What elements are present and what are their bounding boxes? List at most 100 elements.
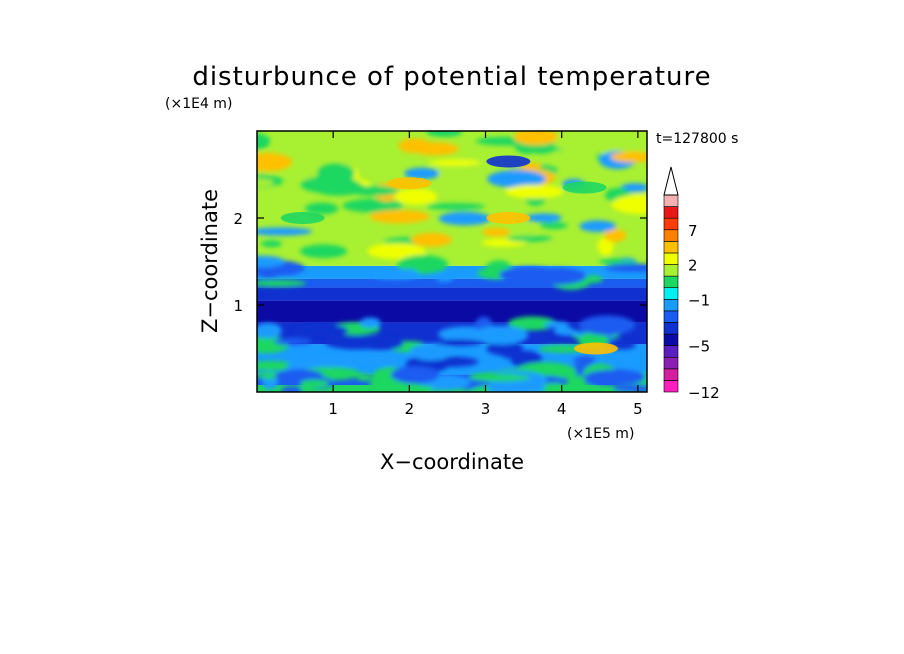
plot-frame <box>256 130 648 393</box>
field-patch-85 <box>257 279 307 287</box>
field-patch-9 <box>425 203 486 210</box>
field-patch-155 <box>555 383 599 392</box>
field-patch-34 <box>603 228 627 242</box>
y-tick-label-0: 1 <box>233 297 243 315</box>
field-patch-37 <box>428 159 481 166</box>
field-patch-65 <box>506 235 553 242</box>
field-feature-1 <box>486 212 531 224</box>
field-patch-87 <box>257 255 285 268</box>
colorbar-swatch-9 <box>663 275 679 289</box>
x-unit-label: (×1E5 m) <box>567 426 634 442</box>
field-patch-14 <box>436 163 472 180</box>
colorbar-swatch-5 <box>663 322 679 335</box>
field-patch-67 <box>513 131 558 146</box>
x-tick-label-1: 2 <box>405 400 415 418</box>
colorbar-swatch-11 <box>663 252 679 265</box>
field-feature-2 <box>486 155 531 168</box>
field-patch-46 <box>257 227 313 236</box>
field-patch-163 <box>372 381 397 392</box>
field-patch-59 <box>505 184 564 199</box>
colorbar-tick-label-1: 2 <box>688 257 698 275</box>
field-patch-125 <box>317 355 370 366</box>
field-patch-157 <box>486 381 546 392</box>
field-patch-141 <box>280 386 303 392</box>
field-feature-0 <box>387 177 432 190</box>
field-patch-61 <box>300 175 360 194</box>
blob-layer <box>257 131 647 392</box>
field-patch-58 <box>541 240 596 256</box>
colorbar-extend-arrow <box>663 166 679 196</box>
field-patch-167 <box>390 366 440 384</box>
field-patch-31 <box>398 138 432 154</box>
chart-title: disturbunce of potential temperature <box>192 62 711 92</box>
y-tick-label-1: 2 <box>233 210 243 228</box>
plot-area <box>257 131 647 392</box>
field-patch-60 <box>579 220 617 232</box>
field-patch-40 <box>553 132 603 152</box>
colorbar-swatch-2 <box>663 356 679 370</box>
x-tick-label-3: 4 <box>557 400 567 418</box>
field-patch-28 <box>299 162 317 181</box>
field-patch-78 <box>435 274 454 282</box>
field-patch-52 <box>610 151 647 163</box>
field-patch-23 <box>597 236 614 256</box>
y-axis: 12 <box>233 210 647 315</box>
field-patch-33 <box>355 131 402 142</box>
field-patch-114 <box>508 316 557 331</box>
colorbar-swatch-3 <box>663 345 679 358</box>
colorbar-swatch-13 <box>663 229 679 242</box>
x-tick-label-0: 1 <box>328 400 338 418</box>
field-patch-123 <box>500 348 520 359</box>
colorbar-tick-label-4: −12 <box>688 384 720 402</box>
field-patch-118 <box>409 343 453 361</box>
field-patch-104 <box>273 337 312 346</box>
field-patch-86 <box>526 267 587 285</box>
field-band-4 <box>257 300 647 323</box>
y-unit-label: (×1E4 m) <box>165 96 232 112</box>
colorbar-swatch-12 <box>663 241 679 254</box>
field-patch-22 <box>511 224 539 237</box>
field-patch-109 <box>359 317 381 328</box>
field-patch-32 <box>525 213 562 223</box>
field-patch-69 <box>482 227 511 237</box>
field-patch-124 <box>257 323 282 339</box>
x-axis-label: X−coordinate <box>380 450 524 474</box>
colorbar-swatch-0 <box>663 380 679 393</box>
feature-layer <box>280 155 618 355</box>
colorbar-swatch-14 <box>663 217 679 231</box>
field-patch-120 <box>363 353 398 366</box>
field-patch-100 <box>357 336 404 351</box>
field-patch-54 <box>487 170 546 188</box>
field-patch-113 <box>433 339 483 346</box>
x-tick-label-4: 5 <box>633 400 643 418</box>
colorbar-swatch-4 <box>663 333 679 346</box>
x-tick-label-2: 3 <box>481 400 491 418</box>
field-patch-42 <box>260 240 283 248</box>
colorbar: 7 2 −1 −5 −12 <box>663 166 720 402</box>
colorbar-swatch-6 <box>663 310 679 323</box>
field-patch-1 <box>438 211 491 226</box>
field-patch-0 <box>257 133 271 150</box>
field-feature-4 <box>280 212 325 224</box>
field-patch-7 <box>342 198 404 213</box>
field-patch-62 <box>378 167 400 178</box>
field-patch-93 <box>292 324 349 337</box>
field-patch-115 <box>323 338 361 345</box>
colorbar-swatch-15 <box>663 206 679 219</box>
field-patch-88 <box>257 360 297 371</box>
field-patch-48 <box>299 244 348 259</box>
field-feature-3 <box>562 181 607 194</box>
field-patch-49 <box>426 131 463 138</box>
colorbar-swatch-10 <box>663 264 679 277</box>
colorbar-swatch-8 <box>663 287 679 300</box>
field-patch-41 <box>257 152 293 172</box>
field-patch-36 <box>410 232 452 247</box>
field-patch-166 <box>299 379 330 388</box>
field-patch-20 <box>539 222 568 230</box>
field-feature-5 <box>573 342 618 355</box>
field-band-5 <box>257 287 647 301</box>
time-label: t=127800 s <box>656 131 738 147</box>
field-patch-105 <box>573 355 596 365</box>
colorbar-tick-label-2: −1 <box>688 291 710 309</box>
